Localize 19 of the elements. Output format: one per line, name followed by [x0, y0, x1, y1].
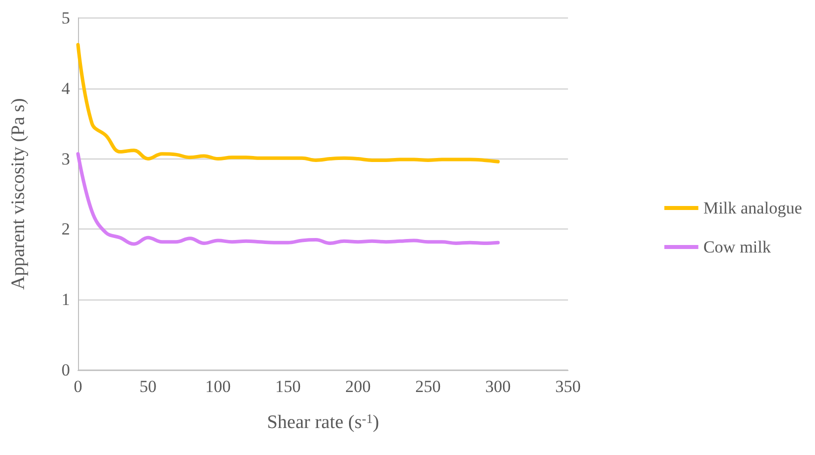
y-tick-label: 2: [62, 220, 70, 239]
line-series: [76, 152, 500, 246]
line-series: [76, 43, 500, 164]
legend-label: Milk analogue: [703, 198, 802, 218]
x-tick-label: 100: [205, 377, 231, 396]
x-tick-label: 350: [555, 377, 581, 396]
y-tick-label: 1: [62, 290, 70, 310]
y-tick-label: 5: [62, 8, 70, 28]
x-tick-label: 300: [485, 377, 511, 396]
x-tick-label: 250: [415, 377, 441, 396]
x-tick-label: 200: [345, 377, 371, 396]
y-tick-label: 4: [62, 78, 70, 98]
x-tick-label: 50: [140, 377, 156, 396]
legend-label: Cow milk: [703, 238, 772, 256]
x-tick-label: 0: [74, 377, 82, 396]
y-axis-title: Apparent viscosity (Pa s): [8, 98, 29, 290]
y-tick-label: 3: [62, 149, 70, 168]
x-tick-label: 150: [275, 377, 301, 396]
y-tick-label: 0: [62, 360, 70, 380]
